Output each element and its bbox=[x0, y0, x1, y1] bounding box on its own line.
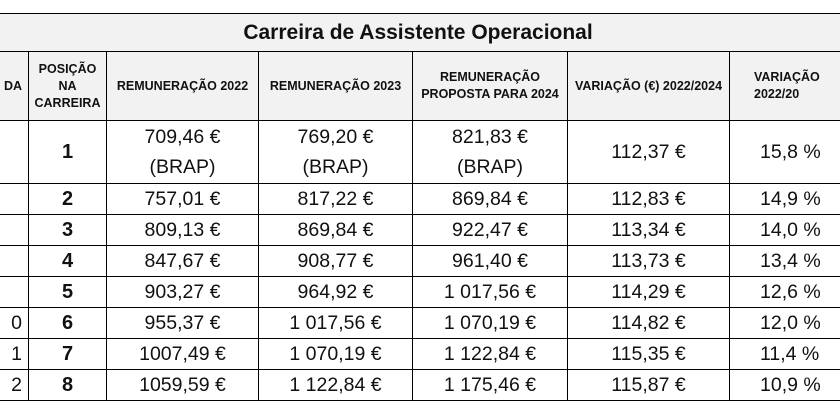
brap-note: (BRAP) bbox=[149, 156, 216, 178]
remuneration-2024-cell: 821,83 € (BRAP) bbox=[412, 120, 568, 184]
remuneration-2022-cell: 757,01 € bbox=[106, 183, 259, 215]
remuneration-2023-cell: 1 122,84 € bbox=[258, 369, 413, 401]
variation-pct-cell: 11,4 % bbox=[728, 338, 840, 370]
position-cell: 1 bbox=[28, 120, 107, 184]
left-cut-cell bbox=[0, 214, 29, 246]
variation-pct-cell: 12,0 % bbox=[728, 307, 840, 339]
left-cut-cell bbox=[0, 245, 29, 277]
table-row: 2 8 1059,59 €1 122,84 €1 175,46 €115,87 €1… bbox=[0, 369, 840, 401]
header-cell: DA bbox=[0, 51, 29, 121]
remuneration-2023-cell: 964,92 € bbox=[258, 276, 413, 308]
remuneration-2022-cell: 709,46 € (BRAP) bbox=[106, 120, 259, 184]
table-row: 3 809,13 €869,84 €922,47 €113,34 €14,0 % bbox=[0, 214, 840, 246]
table-row: 2 757,01 €817,22 €869,84 €112,83 €14,9 % bbox=[0, 183, 840, 215]
header-cell: VARIAÇÃO (€) 2022/2024 bbox=[567, 51, 730, 121]
position-cell: 3 bbox=[28, 214, 107, 246]
position-cell: 5 bbox=[28, 276, 107, 308]
brap-note: (BRAP) bbox=[302, 156, 369, 178]
position-cell: 4 bbox=[28, 245, 107, 277]
position-cell: 7 bbox=[28, 338, 107, 370]
header-cell: REMUNERAÇÃO 2022 bbox=[106, 51, 259, 121]
variation-pct-cell: 14,9 % bbox=[728, 183, 840, 215]
header-cell: REMUNERAÇÃO 2023 bbox=[258, 51, 413, 121]
variation-eur-cell: 112,83 € bbox=[567, 183, 730, 215]
left-cut-cell: 2 bbox=[0, 369, 29, 401]
variation-eur-cell: 112,37 € bbox=[567, 120, 730, 184]
value-line: 821,83 € bbox=[452, 126, 528, 148]
value-line: 769,20 € bbox=[297, 126, 374, 148]
remuneration-2024-cell: 1 070,19 € bbox=[412, 307, 568, 339]
remuneration-2024-cell: 1 122,84 € bbox=[412, 338, 568, 370]
remuneration-2023-cell: 769,20 € (BRAP) bbox=[258, 120, 413, 184]
title-row: Carreira de Assistente Operacional bbox=[0, 13, 840, 52]
remuneration-2024-cell: 961,40 € bbox=[412, 245, 568, 277]
table-row: 1 7 1007,49 €1 070,19 €1 122,84 €115,35 €1… bbox=[0, 338, 840, 370]
variation-eur-cell: 113,73 € bbox=[567, 245, 730, 277]
variation-pct-cell: 12,6 % bbox=[728, 276, 840, 308]
position-cell: 6 bbox=[28, 307, 107, 339]
remuneration-2024-cell: 1 175,46 € bbox=[412, 369, 568, 401]
header-cell: POSIÇÃO NA CARREIRA bbox=[28, 51, 107, 121]
remuneration-2022-cell: 1059,59 € bbox=[106, 369, 259, 401]
header-cell: VARIAÇÃO 2022/20 bbox=[728, 51, 840, 121]
left-cut-cell: 0 bbox=[0, 307, 29, 339]
remuneration-2024-cell: 869,84 € bbox=[412, 183, 568, 215]
left-cut-cell bbox=[0, 120, 29, 184]
left-cut-cell bbox=[0, 276, 29, 308]
brap-note: (BRAP) bbox=[456, 156, 524, 178]
left-cut-cell: 1 bbox=[0, 338, 29, 370]
value-line: 709,46 € bbox=[144, 126, 221, 148]
table-body: 1 709,46 € (BRAP) 769,20 € (BRAP) 821,83 € (BR… bbox=[0, 120, 840, 401]
variation-eur-cell: 115,87 € bbox=[567, 369, 730, 401]
table-frame: Carreira de Assistente Operacional DA PO… bbox=[0, 13, 840, 401]
variation-eur-cell: 114,29 € bbox=[567, 276, 730, 308]
header-cell: REMUNERAÇÃO PROPOSTA PARA 2024 bbox=[412, 51, 568, 121]
remuneration-2023-cell: 1 017,56 € bbox=[258, 307, 413, 339]
variation-pct-cell: 13,4 % bbox=[728, 245, 840, 277]
variation-pct-cell: 10,9 % bbox=[728, 369, 840, 401]
header-row: DA POSIÇÃO NA CARREIRA REMUNERAÇÃO 2022 … bbox=[0, 51, 840, 121]
position-cell: 8 bbox=[28, 369, 107, 401]
variation-pct-cell: 15,8 % bbox=[728, 120, 840, 184]
position-cell: 2 bbox=[28, 183, 107, 215]
remuneration-2024-cell: 922,47 € bbox=[412, 214, 568, 246]
remuneration-2023-cell: 1 070,19 € bbox=[258, 338, 413, 370]
remuneration-2023-cell: 817,22 € bbox=[258, 183, 413, 215]
remuneration-2022-cell: 903,27 € bbox=[106, 276, 259, 308]
remuneration-2022-cell: 1007,49 € bbox=[106, 338, 259, 370]
remuneration-2022-cell: 809,13 € bbox=[106, 214, 259, 246]
remuneration-2024-cell: 1 017,56 € bbox=[412, 276, 568, 308]
variation-eur-cell: 113,34 € bbox=[567, 214, 730, 246]
variation-eur-cell: 115,35 € bbox=[567, 338, 730, 370]
table-title: Carreira de Assistente Operacional bbox=[0, 13, 840, 52]
variation-eur-cell: 114,82 € bbox=[567, 307, 730, 339]
left-cut-cell bbox=[0, 183, 29, 215]
table-row: 4 847,67 €908,77 €961,40 €113,73 €13,4 % bbox=[0, 245, 840, 277]
remuneration-2023-cell: 908,77 € bbox=[258, 245, 413, 277]
table-row: 5 903,27 €964,92 €1 017,56 €114,29 €12,6 … bbox=[0, 276, 840, 308]
salary-table: Carreira de Assistente Operacional DA PO… bbox=[0, 13, 840, 401]
table-row: 1 709,46 € (BRAP) 769,20 € (BRAP) 821,83 € (BR… bbox=[0, 120, 840, 184]
variation-pct-cell: 14,0 % bbox=[728, 214, 840, 246]
remuneration-2022-cell: 847,67 € bbox=[106, 245, 259, 277]
table-row: 0 6 955,37 €1 017,56 €1 070,19 €114,82 €12… bbox=[0, 307, 840, 339]
remuneration-2023-cell: 869,84 € bbox=[258, 214, 413, 246]
remuneration-2022-cell: 955,37 € bbox=[106, 307, 259, 339]
